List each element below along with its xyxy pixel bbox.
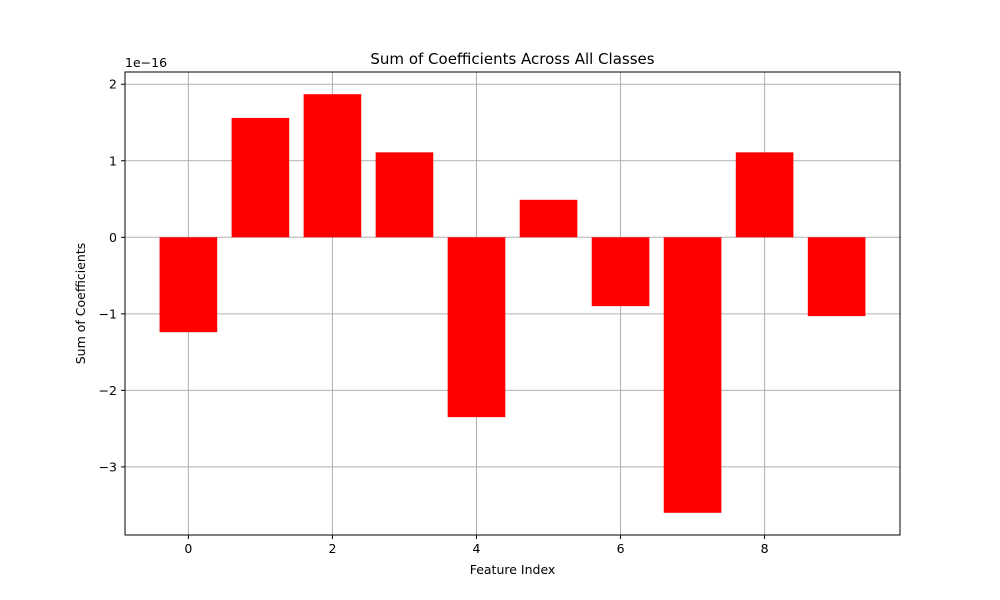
plot-frame bbox=[124, 71, 901, 536]
bar-feature-0 bbox=[159, 237, 218, 333]
x-tick-label: 8 bbox=[761, 541, 769, 556]
y-tick-label: −2 bbox=[99, 383, 117, 398]
x-tick-label: 0 bbox=[184, 541, 192, 556]
y-tick-label: 0 bbox=[109, 230, 117, 245]
y-tick-label: −1 bbox=[99, 306, 117, 321]
bar-feature-6 bbox=[591, 237, 650, 307]
x-tick-label: 6 bbox=[617, 541, 625, 556]
bar-feature-2 bbox=[303, 94, 362, 238]
bar-feature-4 bbox=[447, 237, 506, 418]
y-axis-offset-label: 1e−16 bbox=[125, 55, 167, 70]
bar-feature-5 bbox=[519, 199, 578, 238]
x-tick-label: 2 bbox=[328, 541, 336, 556]
bar-layer bbox=[159, 94, 866, 513]
x-tick-label: 4 bbox=[473, 541, 481, 556]
y-tick-label: −3 bbox=[99, 459, 117, 474]
y-axis-label: Sum of Coefficients bbox=[73, 243, 88, 365]
bar-feature-8 bbox=[735, 152, 794, 238]
bar-feature-9 bbox=[807, 237, 866, 317]
tick-layer: 0 2 4 6 8 −3 −2 −1 0 1 2 bbox=[99, 77, 769, 556]
bar-feature-3 bbox=[375, 152, 434, 238]
x-axis-label: Feature Index bbox=[470, 562, 556, 577]
y-tick-label: 2 bbox=[109, 77, 117, 92]
chart-title: Sum of Coefficients Across All Classes bbox=[370, 50, 654, 68]
bar-feature-7 bbox=[663, 237, 722, 513]
bar-feature-1 bbox=[231, 117, 290, 238]
y-tick-label: 1 bbox=[109, 153, 117, 168]
